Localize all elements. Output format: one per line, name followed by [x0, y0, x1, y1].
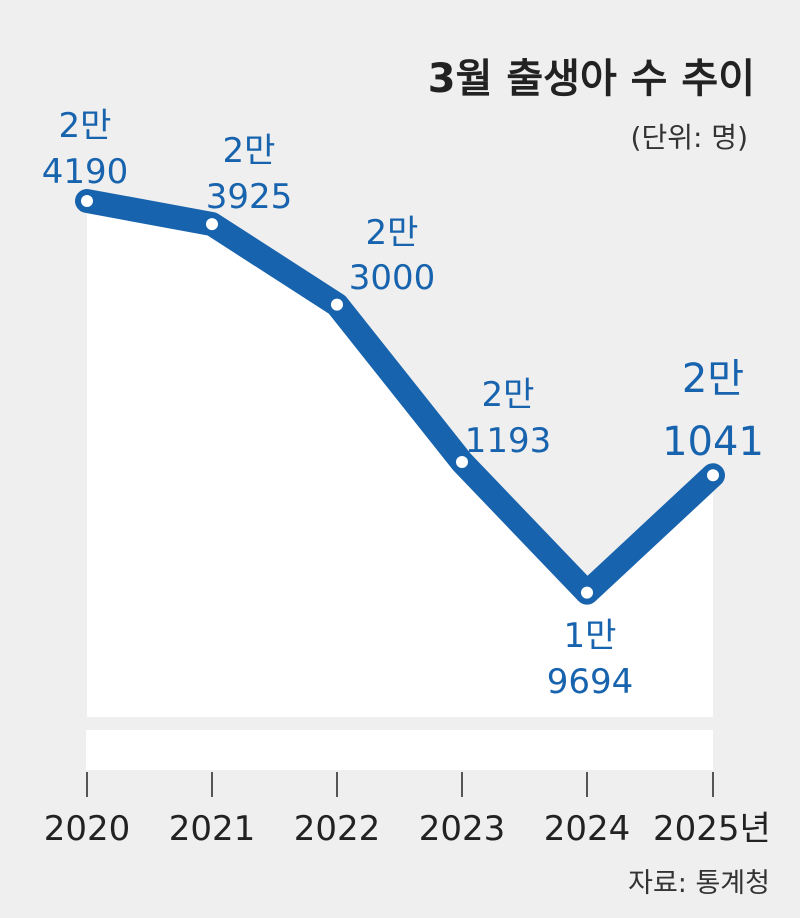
data-label: 1193 [465, 421, 552, 461]
x-tick-label: 2024 [544, 809, 631, 849]
data-label: 2만 [59, 106, 112, 146]
x-tick-label: 2020 [44, 809, 131, 849]
chart-title: 3월 출생아 수 추이 [428, 56, 755, 102]
area-fill [87, 201, 713, 717]
data-label: 3000 [349, 258, 436, 298]
data-point [707, 469, 719, 482]
data-label: 2만 [366, 213, 419, 253]
data-label: 1041 [662, 419, 764, 465]
data-point [81, 195, 93, 207]
data-point [456, 456, 468, 469]
x-tick-label: 2023 [419, 809, 506, 849]
data-label: 2만 [682, 356, 744, 402]
x-tick-label: 2022 [294, 809, 381, 849]
baseline-band [86, 730, 713, 770]
series-line [75, 189, 725, 605]
source-label: 자료: 통계청 [628, 868, 770, 899]
data-label: 2만 [482, 375, 535, 415]
data-point [331, 298, 343, 311]
x-tick-label: 2025년 [653, 809, 771, 849]
x-tick-label: 2021 [169, 809, 256, 849]
data-point [581, 586, 593, 599]
data-label: 2만 [223, 131, 276, 171]
data-label: 9694 [547, 662, 634, 702]
data-label: 1만 [564, 616, 617, 656]
data-point [206, 218, 218, 231]
data-label: 4190 [42, 152, 129, 192]
data-label: 3925 [206, 177, 293, 217]
unit-label: (단위: 명) [631, 121, 748, 154]
